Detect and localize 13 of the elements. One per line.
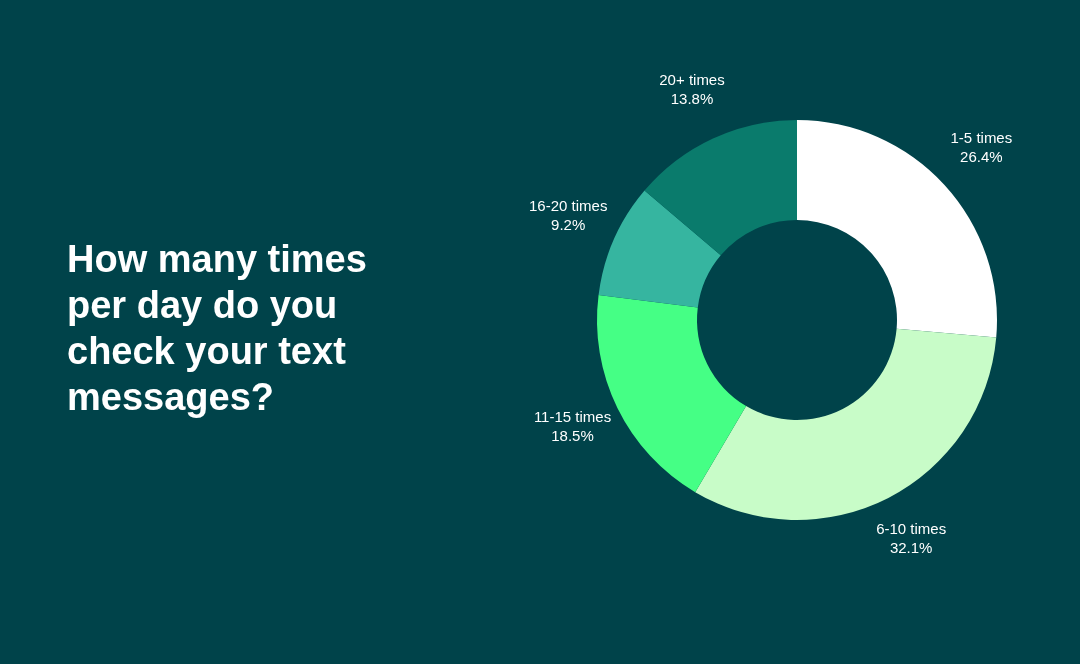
slice-label: 20+ times [659, 71, 725, 89]
data-label: 32.1% [889, 539, 933, 557]
slice-label: 6-10 times [876, 520, 947, 538]
slice-label: 16-20 times [529, 197, 608, 215]
data-label: 18.5% [551, 426, 594, 444]
slice-label: 1-5 times [950, 129, 1013, 147]
data-label: 9.2% [551, 216, 586, 234]
data-label: 13.8% [670, 90, 714, 108]
donut-slice [695, 328, 997, 520]
text: How many times per day do you check your text messages? [67, 238, 367, 418]
donut-slice [644, 120, 797, 256]
data-label: 26.4% [960, 148, 1003, 166]
slice-label: 11-15 times [533, 407, 612, 425]
